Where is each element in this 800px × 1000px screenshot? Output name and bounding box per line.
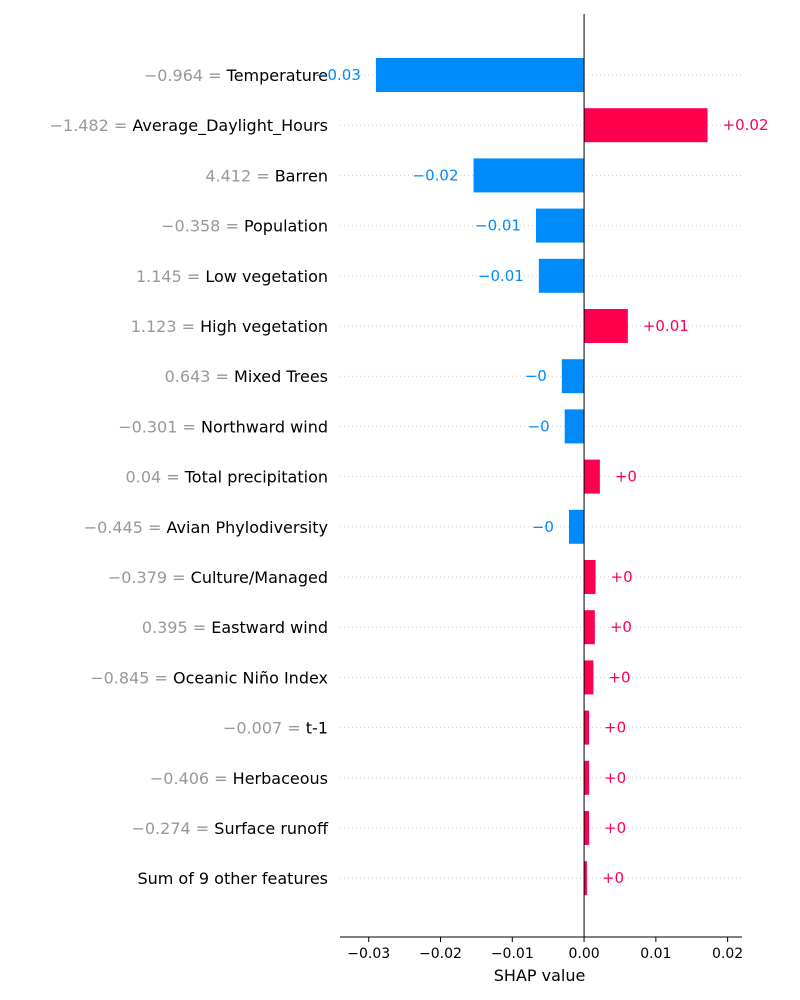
x-tick-label: 0.01 — [640, 946, 671, 962]
bar-value-label: +0 — [610, 618, 632, 636]
bar-value-label: −0 — [525, 367, 547, 385]
feature-label: −0.379 = Culture/Managed — [108, 568, 328, 587]
shap-bar — [564, 409, 585, 444]
feature-value: 1.145 = — [136, 267, 205, 286]
feature-label: −0.301 = Northward wind — [118, 417, 328, 436]
feature-name: Northward wind — [201, 417, 328, 436]
shap-bar — [584, 660, 594, 695]
bar-value-label: +0.01 — [643, 317, 689, 335]
feature-value: −0.007 = — [223, 719, 306, 738]
feature-label: −0.845 = Oceanic Niño Index — [90, 668, 328, 687]
bar-value-label: +0.02 — [723, 116, 769, 134]
bar-value-label: +0 — [604, 719, 626, 737]
feature-label: −0.007 = t-1 — [223, 719, 328, 738]
feature-name: Surface runoff — [214, 819, 329, 838]
shap-bar — [535, 208, 585, 243]
shap-bar — [584, 710, 590, 745]
feature-name: Eastward wind — [211, 618, 328, 637]
bar-value-label: +0 — [602, 869, 624, 887]
bar-layer — [375, 58, 708, 896]
feature-name: Low vegetation — [205, 267, 328, 286]
feature-name: Barren — [275, 166, 328, 185]
shap-bar — [584, 560, 596, 594]
bar-value-label: −0.01 — [475, 217, 521, 235]
feature-value: −0.301 = — [118, 417, 201, 436]
feature-label: 0.04 = Total precipitation — [126, 468, 328, 487]
feature-value: 1.123 = — [131, 317, 200, 336]
bar-value-label: +0 — [604, 769, 626, 787]
feature-name: t-1 — [306, 719, 328, 738]
bar-value-label: +0 — [615, 468, 637, 486]
bar-value-label: −0.01 — [478, 267, 524, 285]
shap-bar — [584, 309, 628, 343]
feature-label: 1.123 = High vegetation — [131, 317, 328, 336]
bar-value-label: −0.02 — [413, 166, 459, 184]
feature-name: Herbaceous — [233, 769, 328, 788]
shap-bar — [584, 861, 587, 896]
feature-label: −0.406 = Herbaceous — [150, 769, 328, 788]
shap-bar — [584, 459, 600, 494]
feature-label: 0.395 = Eastward wind — [142, 618, 328, 637]
feature-label: Sum of 9 other features — [137, 869, 328, 888]
x-tick-label: −0.01 — [491, 946, 534, 962]
feature-label: 0.643 = Mixed Trees — [165, 367, 328, 386]
feature-value: −0.379 = — [108, 568, 191, 587]
feature-label: −0.445 = Avian Phylodiversity — [84, 518, 328, 537]
shap-bar — [584, 108, 708, 143]
feature-label: 1.145 = Low vegetation — [136, 267, 328, 286]
bar-value-label: +0 — [604, 819, 626, 837]
feature-name: Total precipitation — [184, 468, 328, 487]
feature-label: 4.412 = Barren — [205, 166, 328, 185]
bar-value-label: −0.03 — [315, 66, 361, 84]
feature-name: Oceanic Niño Index — [173, 668, 328, 687]
x-axis-label: SHAP value — [494, 966, 586, 985]
x-tick-label: 0.02 — [712, 946, 743, 962]
feature-value: −1.482 = — [50, 116, 133, 135]
x-tick-label: 0.00 — [568, 946, 599, 962]
shap-bar — [561, 359, 585, 394]
feature-label: −1.482 = Average_Daylight_Hours — [50, 116, 328, 136]
bar-value-label: +0 — [611, 568, 633, 586]
axis-layer: −0.03 −0.02 −0.01 0.00 0.01 0.02 — [340, 936, 743, 962]
feature-name: Temperature — [226, 66, 328, 85]
grid-layer — [340, 74, 742, 879]
shap-bar — [538, 258, 585, 293]
feature-label: −0.964 = Temperature — [144, 66, 328, 85]
feature-value: 0.643 = — [165, 367, 234, 386]
feature-label: −0.358 = Population — [161, 217, 328, 236]
shap-bar — [568, 509, 585, 544]
feature-value: −0.358 = — [161, 217, 244, 236]
shap-bar — [584, 760, 590, 795]
feature-name: Average_Daylight_Hours — [132, 116, 328, 136]
feature-value: −0.445 = — [84, 518, 167, 537]
shap-bar — [375, 58, 585, 92]
x-tick-label: −0.02 — [419, 946, 462, 962]
shap-bar — [584, 610, 595, 645]
feature-name: Sum of 9 other features — [137, 869, 328, 888]
bar-value-label: −0 — [532, 518, 554, 536]
shap-bar — [584, 811, 590, 845]
feature-name: Culture/Managed — [191, 568, 328, 587]
feature-value: −0.964 = — [144, 66, 227, 85]
feature-label: −0.274 = Surface runoff — [131, 819, 328, 838]
feature-name: Mixed Trees — [234, 367, 328, 386]
feature-name: Avian Phylodiversity — [167, 518, 328, 537]
label-layer: −0.964 = Temperature−0.03 −1.482 = Averag… — [50, 66, 769, 888]
x-tick-label: −0.03 — [347, 946, 390, 962]
feature-value: 0.04 = — [126, 468, 185, 487]
shap-bar — [473, 158, 585, 193]
bar-value-label: −0 — [528, 417, 550, 435]
feature-value: 0.395 = — [142, 618, 211, 637]
bar-value-label: +0 — [608, 668, 630, 686]
feature-value: 4.412 = — [205, 166, 274, 185]
feature-value: −0.406 = — [150, 769, 233, 788]
feature-name: Population — [244, 217, 328, 236]
feature-value: −0.845 = — [90, 668, 173, 687]
feature-value: −0.274 = — [131, 819, 214, 838]
feature-name: High vegetation — [200, 317, 328, 336]
